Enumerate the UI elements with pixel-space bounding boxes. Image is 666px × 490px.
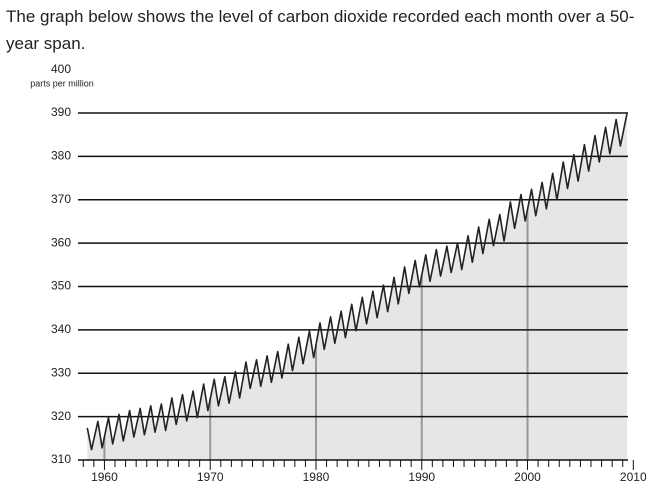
y-tick-label: 380 bbox=[51, 149, 71, 163]
x-tick-label: 2000 bbox=[514, 470, 541, 484]
y-tick-label: 310 bbox=[51, 452, 71, 466]
y-tick-label: 350 bbox=[51, 279, 71, 293]
y-tick-label: 340 bbox=[51, 322, 71, 336]
y-tick-label: 370 bbox=[51, 192, 71, 206]
y-tick-label: 390 bbox=[51, 105, 71, 119]
y-unit: parts per million bbox=[30, 78, 94, 88]
x-tick-label: 1990 bbox=[408, 470, 435, 484]
x-tick-label: 1960 bbox=[91, 470, 118, 484]
x-tick-label: 2010 bbox=[620, 470, 647, 484]
x-tick-label: 1980 bbox=[303, 470, 330, 484]
intro-text: The graph below shows the level of carbo… bbox=[6, 7, 635, 53]
y-tick-label: 320 bbox=[51, 409, 71, 423]
x-tick-label: 1970 bbox=[197, 470, 224, 484]
y-tick-label: 330 bbox=[51, 365, 71, 379]
y-tick-label: 400 bbox=[51, 62, 71, 76]
y-tick-label: 360 bbox=[51, 235, 71, 249]
co2-line bbox=[86, 113, 628, 451]
